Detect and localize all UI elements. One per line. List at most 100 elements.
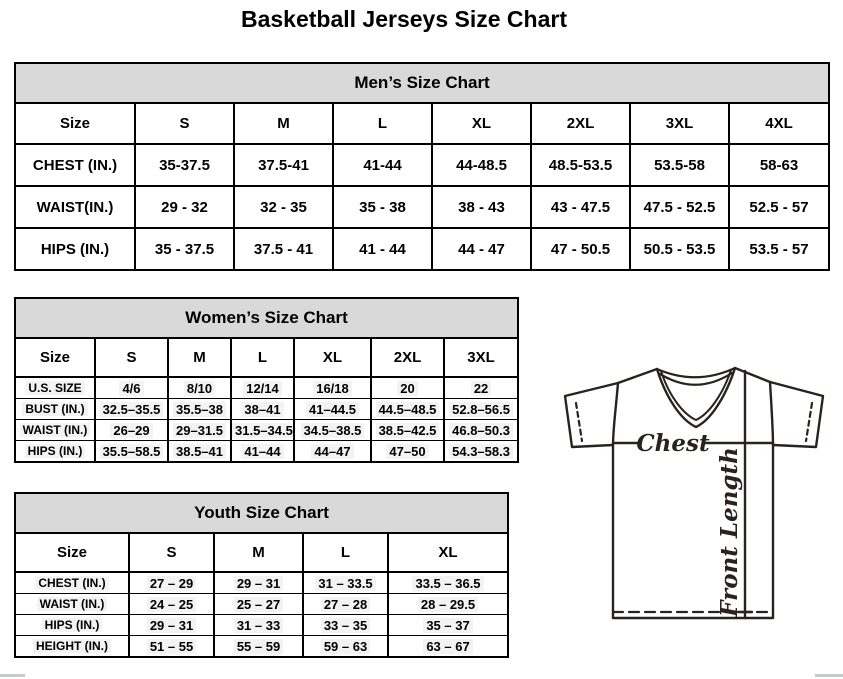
- womens-bust-row: BUST (IN.) 32.5–35.5 35.5–38 38–41 41–44…: [14, 398, 520, 420]
- row-label: HIPS (IN.): [14, 614, 130, 636]
- size-value-cell: 38.5–42.5: [370, 419, 445, 441]
- size-value-cell: 54.3–58.3: [442, 440, 520, 463]
- womens-col-header-l: L: [230, 337, 295, 378]
- size-value-cell: 31 – 33: [213, 614, 304, 636]
- size-value-cell: 53.5 - 57: [727, 227, 831, 271]
- womens-col-header-3xl: 3XL: [442, 337, 520, 378]
- youth-header-row: Size S M L XL: [14, 532, 510, 573]
- size-value-cell: 43 - 47.5: [530, 185, 631, 229]
- bottom-left-edge-fragment: [0, 674, 25, 677]
- size-value-cell: 29–31.5: [167, 419, 232, 441]
- size-value-cell: 52.8–56.5: [442, 398, 520, 420]
- youth-col-header-xl: XL: [386, 532, 510, 573]
- jersey-shoulder-right: [733, 366, 772, 384]
- youth-height-row: HEIGHT (IN.) 51 – 55 55 – 59 59 – 63 63 …: [14, 635, 510, 658]
- size-value-cell: 32.5–35.5: [94, 398, 169, 420]
- size-value-cell: 38.5–41: [167, 440, 232, 463]
- mens-hips-row: HIPS (IN.) 35 - 37.5 37.5 - 41 41 - 44 4…: [14, 227, 831, 271]
- size-value-cell: 52.5 - 57: [727, 185, 831, 229]
- row-label: CHEST (IN.): [14, 143, 136, 187]
- size-value-cell: 29 – 31: [128, 614, 215, 636]
- size-value-cell: 48.5-53.5: [530, 143, 631, 187]
- womens-chart-title: Women’s Size Chart: [13, 297, 520, 339]
- jersey-body-outline: [611, 380, 775, 620]
- size-value-cell: 44.5–48.5: [370, 398, 445, 420]
- youth-waist-row: WAIST (IN.) 24 – 25 25 – 27 27 – 28 28 –…: [14, 593, 510, 615]
- size-value-cell: 38 - 43: [431, 185, 532, 229]
- womens-waist-row: WAIST (IN.) 26–29 29–31.5 31.5–34.5 34.5…: [14, 419, 520, 441]
- mens-col-header-4xl: 4XL: [727, 102, 831, 145]
- size-value-cell: 35.5–38: [167, 398, 232, 420]
- vneck-inner: [660, 369, 732, 421]
- collar-inner-arc: [658, 371, 734, 386]
- size-value-cell: 37.5-41: [233, 143, 334, 187]
- size-value-cell: 27 – 28: [302, 593, 389, 615]
- size-value-cell: 12/14: [230, 376, 295, 399]
- size-value-cell: 35 - 38: [332, 185, 433, 229]
- size-value-cell: 35-37.5: [134, 143, 235, 187]
- mens-size-chart-table: Men’s Size Chart Size S M L XL 2XL 3XL 4…: [13, 62, 831, 271]
- jersey-measurement-diagram: Chest Front Length: [562, 364, 832, 624]
- row-label: CHEST (IN.): [14, 571, 130, 594]
- size-value-cell: 24 – 25: [128, 593, 215, 615]
- womens-col-header-m: M: [167, 337, 232, 378]
- chest-label: Chest: [636, 430, 710, 457]
- womens-size-chart-table: Women’s Size Chart Size S M L XL 2XL 3XL…: [13, 297, 520, 463]
- womens-col-header-s: S: [94, 337, 169, 378]
- size-value-cell: 35 – 37: [386, 614, 510, 636]
- size-value-cell: 29 – 31: [213, 571, 304, 594]
- size-value-cell: 47 - 50.5: [530, 227, 631, 271]
- size-value-cell: 35.5–58.5: [94, 440, 169, 463]
- size-value-cell: 55 – 59: [213, 635, 304, 658]
- size-value-cell: 44 - 47: [431, 227, 532, 271]
- size-value-cell: 27 – 29: [128, 571, 215, 594]
- mens-col-header-xl: XL: [431, 102, 532, 145]
- womens-us-size-row: U.S. SIZE 4/6 8/10 12/14 16/18 20 22: [14, 376, 520, 399]
- size-value-cell: 26–29: [94, 419, 169, 441]
- row-label: BUST (IN.): [14, 398, 96, 420]
- size-value-cell: 44–47: [293, 440, 372, 463]
- size-value-cell: 22: [442, 376, 520, 399]
- mens-col-header-size: Size: [14, 102, 136, 145]
- womens-col-header-2xl: 2XL: [370, 337, 445, 378]
- size-value-cell: 58-63: [727, 143, 831, 187]
- size-value-cell: 16/18: [293, 376, 372, 399]
- size-value-cell: 8/10: [167, 376, 232, 399]
- youth-col-header-m: M: [213, 532, 304, 573]
- size-value-cell: 47–50: [370, 440, 445, 463]
- jersey-left-sleeve: [563, 381, 620, 449]
- bottom-right-edge-fragment: [815, 674, 843, 677]
- jersey-right-sleeve: [768, 380, 825, 449]
- size-value-cell: 32 - 35: [233, 185, 334, 229]
- womens-col-header-xl: XL: [293, 337, 372, 378]
- size-value-cell: 50.5 - 53.5: [629, 227, 730, 271]
- size-value-cell: 29 - 32: [134, 185, 235, 229]
- size-value-cell: 53.5-58: [629, 143, 730, 187]
- left-cuff-dashed-line: [574, 401, 584, 443]
- size-value-cell: 41-44: [332, 143, 433, 187]
- size-value-cell: 35 - 37.5: [134, 227, 235, 271]
- youth-hips-row: HIPS (IN.) 29 – 31 31 – 33 33 – 35 35 – …: [14, 614, 510, 636]
- row-label: WAIST (IN.): [14, 419, 96, 441]
- row-label: U.S. SIZE: [14, 376, 96, 399]
- size-value-cell: 63 – 67: [386, 635, 510, 658]
- row-label: WAIST (IN.): [14, 593, 130, 615]
- jersey-shoulder-left: [616, 367, 659, 385]
- youth-col-header-size: Size: [14, 532, 130, 573]
- size-value-cell: 41–44: [230, 440, 295, 463]
- mens-col-header-2xl: 2XL: [530, 102, 631, 145]
- collar-back-arc: [655, 366, 737, 379]
- mens-col-header-s: S: [134, 102, 235, 145]
- size-value-cell: 34.5–38.5: [293, 419, 372, 441]
- row-label: HIPS (IN.): [14, 440, 96, 463]
- mens-col-header-3xl: 3XL: [629, 102, 730, 145]
- mens-col-header-m: M: [233, 102, 334, 145]
- size-value-cell: 31.5–34.5: [230, 419, 295, 441]
- womens-header-row: Size S M L XL 2XL 3XL: [14, 337, 520, 378]
- size-value-cell: 59 – 63: [302, 635, 389, 658]
- womens-hips-row: HIPS (IN.) 35.5–58.5 38.5–41 41–44 44–47…: [14, 440, 520, 463]
- size-value-cell: 37.5 - 41: [233, 227, 334, 271]
- size-value-cell: 46.8–50.3: [442, 419, 520, 441]
- youth-col-header-s: S: [128, 532, 215, 573]
- row-label: HIPS (IN.): [14, 227, 136, 271]
